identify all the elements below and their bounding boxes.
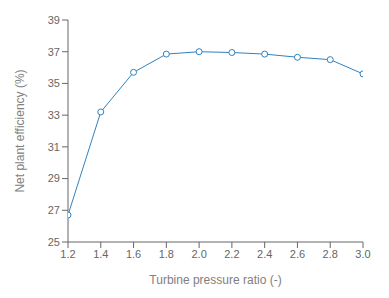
svg-text:33: 33	[48, 109, 60, 121]
svg-text:2.0: 2.0	[191, 248, 206, 260]
svg-text:2.4: 2.4	[257, 248, 272, 260]
svg-text:2.2: 2.2	[224, 248, 239, 260]
svg-text:37: 37	[48, 46, 60, 58]
svg-text:1.2: 1.2	[60, 248, 75, 260]
svg-text:25: 25	[48, 236, 60, 248]
svg-text:2.6: 2.6	[290, 248, 305, 260]
svg-text:Net plant efficiency (%): Net plant efficiency (%)	[13, 69, 27, 192]
svg-text:Turbine pressure ratio (-): Turbine pressure ratio (-)	[149, 273, 281, 287]
svg-text:39: 39	[48, 14, 60, 26]
svg-text:1.4: 1.4	[93, 248, 108, 260]
svg-text:29: 29	[48, 172, 60, 184]
svg-text:1.8: 1.8	[159, 248, 174, 260]
svg-text:1.6: 1.6	[126, 248, 141, 260]
svg-text:27: 27	[48, 204, 60, 216]
svg-text:2.8: 2.8	[323, 248, 338, 260]
svg-text:3.0: 3.0	[355, 248, 370, 260]
svg-text:35: 35	[48, 77, 60, 89]
svg-text:31: 31	[48, 141, 60, 153]
